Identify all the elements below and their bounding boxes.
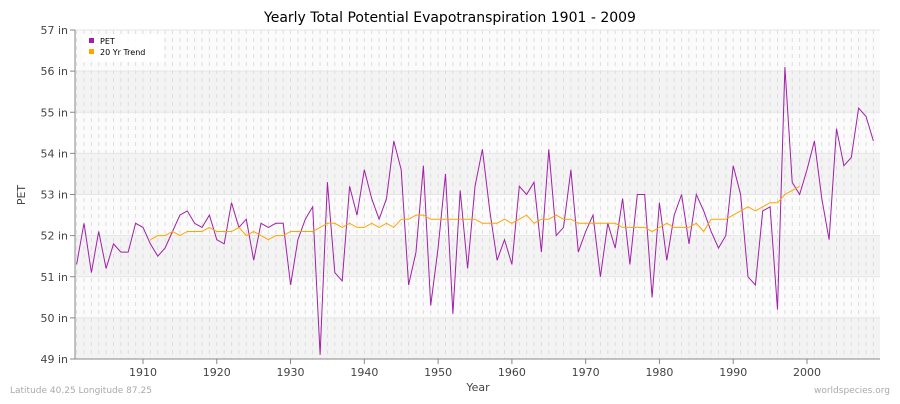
x-tick-label: 1960 <box>498 366 526 379</box>
x-tick-label: 1940 <box>350 366 378 379</box>
grid-band <box>75 71 880 113</box>
x-tick-label: 1950 <box>424 366 452 379</box>
trend-series-line <box>150 185 800 241</box>
x-tick-label: 2000 <box>793 366 821 379</box>
x-axis-label: Year <box>465 381 490 394</box>
x-tick-label: 1930 <box>277 366 305 379</box>
grid-band <box>75 276 880 318</box>
x-tick-label: 1910 <box>129 366 157 379</box>
y-tick-label: 55 in <box>40 106 68 119</box>
grid-band <box>75 30 880 72</box>
y-axis-label: PET <box>15 185 28 206</box>
y-tick-label: 51 in <box>40 271 68 284</box>
legend-swatch-trend <box>89 49 94 54</box>
chart-title: Yearly Total Potential Evapotranspiratio… <box>263 10 636 26</box>
pet-series-line <box>76 66 874 355</box>
footer-source: worldspecies.org <box>814 386 890 396</box>
legend-label-pet: PET <box>100 37 115 46</box>
x-tick-label: 1920 <box>203 366 231 379</box>
y-tick-label: 54 in <box>40 147 68 160</box>
y-tick-label: 52 in <box>40 230 68 243</box>
footer-coordinates: Latitude 40.25 Longitude 87.25 <box>10 386 152 396</box>
legend: PET 20 Yr Trend <box>82 34 164 62</box>
grid-band <box>75 317 880 359</box>
legend-swatch-pet <box>89 38 94 43</box>
y-tick-label: 50 in <box>40 312 68 325</box>
x-tick-label: 1980 <box>645 366 673 379</box>
legend-label-trend: 20 Yr Trend <box>100 48 145 57</box>
y-tick-label: 53 in <box>40 189 68 202</box>
grid-band <box>75 194 880 236</box>
y-tick-label: 57 in <box>40 24 68 37</box>
grid-band <box>75 112 880 154</box>
y-tick-label: 49 in <box>40 353 68 366</box>
x-tick-label: 1970 <box>572 366 600 379</box>
x-tick-label: 1990 <box>719 366 747 379</box>
y-tick-label: 56 in <box>40 65 68 78</box>
